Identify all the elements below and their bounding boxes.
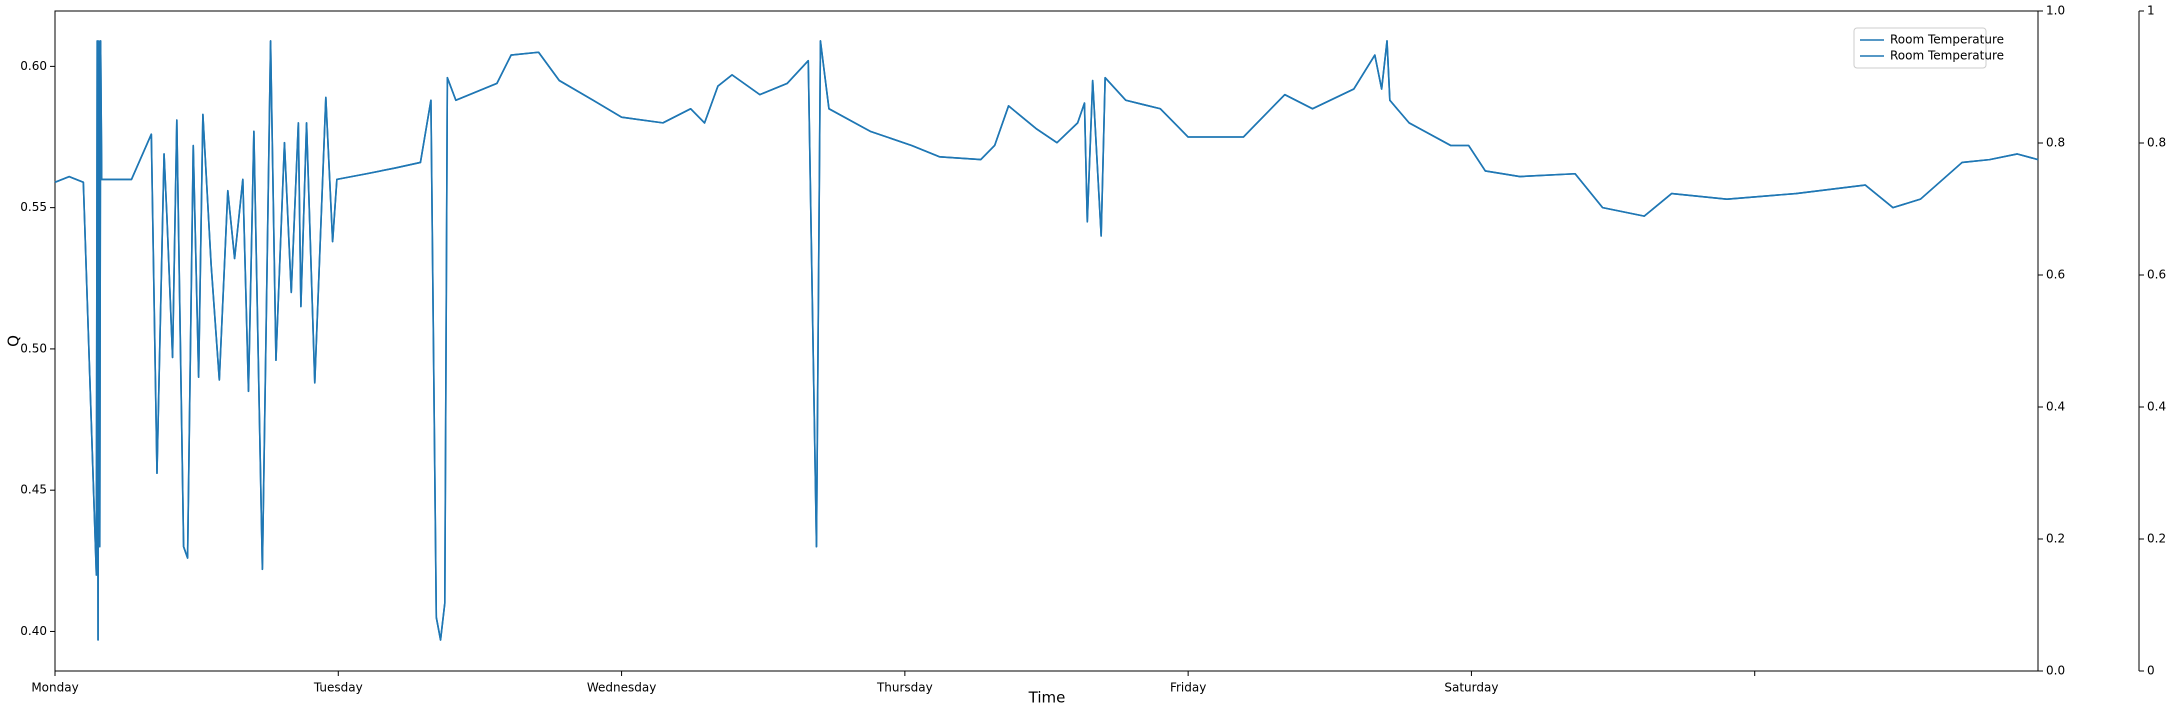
y2-tick-label: 0.2 [2046, 532, 2065, 546]
y-tick-label: 0.55 [20, 200, 47, 214]
y2-tick-label: 0.0 [2046, 664, 2065, 678]
y3-tick-label: 0.8 [2147, 136, 2166, 150]
y-axis-title: Q [5, 335, 23, 347]
y2-tick-label: 1.0 [2046, 4, 2065, 18]
y2-tick-label: 0.8 [2046, 136, 2065, 150]
y3-tick-label: 0.2 [2147, 532, 2166, 546]
y3-tick-label: 0 [2147, 664, 2155, 678]
plot-frame [54, 10, 2039, 672]
y2-tick-label: 0.6 [2046, 268, 2065, 282]
x-tick-label: Friday [1170, 681, 1206, 695]
y-tick-label: 0.60 [20, 59, 47, 73]
y3-tick-label: 0.6 [2147, 268, 2166, 282]
legend-label: Room Temperature [1890, 33, 2004, 47]
x-tick-label: Monday [31, 681, 78, 695]
y-tick-label: 0.50 [20, 341, 47, 355]
x-tick-label: Tuesday [313, 681, 363, 695]
y3-tick-label: 1 [2147, 4, 2155, 18]
legend: Room Temperature Room Temperature [1853, 27, 2004, 69]
x-axis-title: Time [1028, 689, 1066, 707]
y-tick-label: 0.45 [20, 483, 47, 497]
x-tick-label: Saturday [1444, 681, 1498, 695]
legend-box [1853, 27, 1987, 69]
y2-tick-label: 0.4 [2046, 400, 2065, 414]
x-tick-label: Thursday [876, 681, 933, 695]
legend-label: Room Temperature [1890, 49, 2004, 63]
data-line [54, 40, 2039, 641]
x-tick-label: Wednesday [587, 681, 656, 695]
y-tick-label: 0.40 [20, 624, 47, 638]
y3-tick-label: 0.4 [2147, 400, 2166, 414]
data-line [54, 40, 2039, 641]
